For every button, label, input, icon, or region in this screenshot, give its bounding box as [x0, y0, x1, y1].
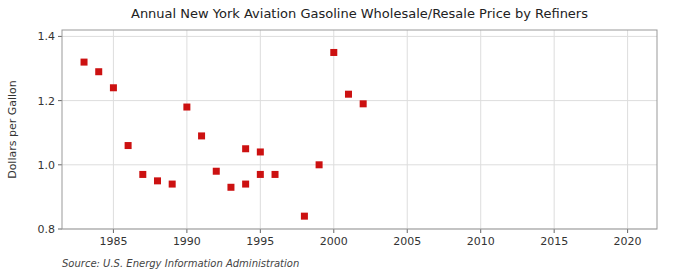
axes: 1985 1990 1995 2000 2005 2010 2015 2020 0.8 1.0 1.…: [38, 30, 658, 248]
grid: [62, 30, 657, 229]
point: [242, 145, 249, 152]
points: [81, 49, 367, 220]
y-grid-line: [62, 164, 657, 165]
x-tick: [627, 229, 628, 233]
point: [257, 148, 264, 155]
chart-container: 1985 1990 1995 2000 2005 2010 2015 2020 0.8 1.0 1.…: [0, 0, 675, 275]
x-tick: [407, 229, 408, 233]
x-tick: [113, 229, 114, 233]
point: [257, 171, 264, 178]
x-grid-line: [554, 30, 555, 229]
x-tick-label: 2010: [467, 235, 495, 248]
x-tick-label: 1995: [246, 235, 274, 248]
plot-frame: [62, 30, 657, 229]
point: [301, 213, 308, 220]
x-tick-label: 2020: [614, 235, 642, 248]
point: [154, 177, 161, 184]
y-tick: [58, 229, 62, 230]
x-grid-line: [186, 30, 187, 229]
x-tick-label: 1990: [173, 235, 201, 248]
point: [81, 59, 88, 66]
point: [110, 84, 117, 91]
y-tick-label: 0.8: [38, 223, 56, 236]
y-tick-label: 1.2: [38, 95, 56, 108]
point: [360, 100, 367, 107]
x-tick: [554, 229, 555, 233]
y-tick: [58, 164, 62, 165]
x-grid-line: [333, 30, 334, 229]
point: [242, 181, 249, 188]
title: Annual New York Aviation Gasoline Wholes…: [131, 6, 588, 21]
y-tick-label: 1.4: [38, 30, 56, 43]
point: [213, 168, 220, 175]
x-tick: [260, 229, 261, 233]
point: [272, 171, 279, 178]
source-note: Source: U.S. Energy Information Administ…: [62, 258, 299, 269]
x-tick-label: 1985: [99, 235, 127, 248]
y-axis-label: Dollars per Gallon: [6, 80, 19, 179]
point: [125, 142, 132, 149]
x-grid-line: [407, 30, 408, 229]
point: [169, 181, 176, 188]
point: [345, 91, 352, 98]
point: [139, 171, 146, 178]
x-grid-line: [480, 30, 481, 229]
point: [95, 68, 102, 75]
point: [227, 184, 234, 191]
point: [330, 49, 337, 56]
x-tick-label: 2005: [393, 235, 421, 248]
x-grid-line: [113, 30, 114, 229]
x-tick-label: 2015: [540, 235, 568, 248]
x-tick-label: 2000: [320, 235, 348, 248]
x-grid-line: [260, 30, 261, 229]
x-tick: [480, 229, 481, 233]
x-tick: [186, 229, 187, 233]
y-tick: [58, 36, 62, 37]
y-tick-label: 1.0: [38, 159, 56, 172]
point: [198, 132, 205, 139]
x-tick: [333, 229, 334, 233]
point: [183, 104, 190, 111]
chart: 1985 1990 1995 2000 2005 2010 2015 2020 0.8 1.0 1.…: [0, 0, 675, 275]
y-grid-line: [62, 100, 657, 101]
point: [316, 161, 323, 168]
y-tick: [58, 100, 62, 101]
y-grid-line: [62, 36, 657, 37]
x-grid-line: [627, 30, 628, 229]
